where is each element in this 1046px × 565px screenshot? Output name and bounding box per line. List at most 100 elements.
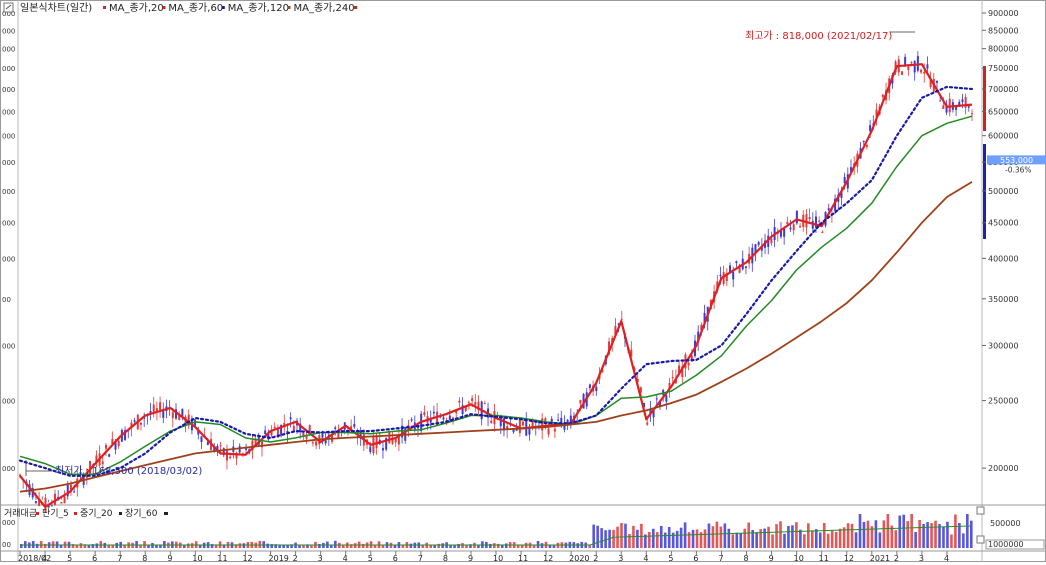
volume-bar [310, 545, 313, 548]
candle-body [560, 417, 563, 425]
candle-body [907, 66, 910, 70]
candle-body [518, 420, 521, 433]
candle-body [805, 214, 808, 228]
candle-body [490, 420, 493, 423]
x-tick-label: 8 [443, 554, 448, 562]
volume-bar [930, 523, 933, 548]
low-annotation: 최저가 : 168,500 (2018/03/02) [55, 465, 202, 477]
volume-bar [822, 522, 826, 548]
candle-body [630, 349, 633, 357]
volume-bar [950, 534, 953, 548]
volume-bar [671, 532, 675, 548]
candle-body [671, 377, 674, 379]
candle-body [865, 145, 868, 148]
volume-bar [242, 543, 246, 548]
candle-body [289, 417, 292, 420]
candle-body [646, 422, 649, 425]
candle-body [850, 167, 853, 172]
volume-bar [214, 544, 218, 548]
volume-close-icon[interactable] [976, 506, 985, 515]
volume-bar [222, 544, 226, 548]
candle-body [541, 418, 544, 431]
price-tick-label-left: 000 [2, 220, 15, 228]
candle-body [506, 426, 509, 430]
volume-bar [548, 544, 552, 548]
candle-body [270, 430, 273, 436]
volume-bar [807, 523, 810, 548]
volume-bar [763, 528, 766, 548]
volume-legend-label: 단기_5 [42, 508, 69, 519]
candle-body [162, 411, 165, 418]
volume-legend-dot [119, 512, 122, 515]
volume-bar [147, 544, 150, 548]
candle-body [789, 227, 792, 230]
x-tick-label: 11 [217, 554, 227, 562]
x-tick-label: 11 [819, 554, 829, 562]
volume-bar [707, 523, 711, 548]
candle-body [923, 71, 926, 74]
candle-body [397, 434, 400, 445]
candle-body [474, 402, 477, 406]
candle-body [34, 501, 37, 504]
x-tick-label: 6 [393, 554, 398, 562]
volume-bar [270, 544, 274, 548]
candle-body [515, 428, 518, 431]
volume-bar [441, 543, 444, 548]
volume-bar [457, 544, 460, 548]
volume-bar [882, 520, 886, 548]
price-tick-label: 600000 [988, 132, 1019, 141]
candle-body [69, 484, 72, 492]
price-tick-label: 700000 [988, 85, 1019, 94]
candle-body [729, 265, 732, 274]
volume-bar [190, 543, 194, 548]
volume-bar [624, 523, 627, 548]
volume-bar [461, 543, 464, 548]
x-tick-label: 2019 [269, 554, 289, 562]
price-tick-label-left: 000 [2, 342, 15, 350]
candle-body [369, 446, 372, 452]
volume-expand-icon[interactable] [976, 535, 985, 544]
price-tick-label-left: 000 [2, 108, 15, 116]
candle-body [502, 418, 505, 431]
volume-legend-label: 중기_20 [80, 508, 113, 519]
candle-body [442, 417, 445, 420]
volume-bar [401, 545, 405, 548]
candle-body [44, 497, 47, 513]
candle-body [292, 426, 295, 432]
volume-bar [123, 545, 126, 548]
candle-body [579, 400, 582, 404]
x-tick-label: 2 [593, 554, 598, 562]
volume-bar [679, 527, 683, 548]
candle-body [178, 414, 181, 421]
price-tick-label: 650000 [988, 107, 1019, 116]
candle-body [920, 69, 923, 73]
x-tick-label: 2 [894, 554, 899, 562]
volume-bar [787, 525, 790, 548]
x-tick-label: 9 [769, 554, 774, 562]
candle-body [184, 416, 187, 426]
volume-bar [747, 522, 751, 548]
volume-bar [477, 544, 480, 548]
candle-body [104, 444, 107, 449]
volume-bar [449, 544, 452, 548]
volume-bar [890, 525, 894, 548]
x-tick-label: 5 [668, 554, 673, 562]
price-tick-label-left: 000 [2, 65, 15, 73]
volume-bar [723, 523, 727, 548]
candle-body [375, 435, 378, 448]
volume-bar [43, 543, 47, 548]
volume-bar [966, 514, 969, 548]
candle-body [124, 430, 127, 440]
candle-body [595, 386, 598, 392]
candle-body [101, 461, 104, 464]
candle-body [197, 430, 200, 435]
candle-body [588, 384, 591, 388]
candle-body [563, 422, 566, 430]
volume-bar [719, 526, 723, 548]
volume-bar [95, 543, 99, 548]
candle-body [79, 472, 82, 474]
candle-body [245, 448, 248, 450]
candle-body [550, 418, 553, 424]
